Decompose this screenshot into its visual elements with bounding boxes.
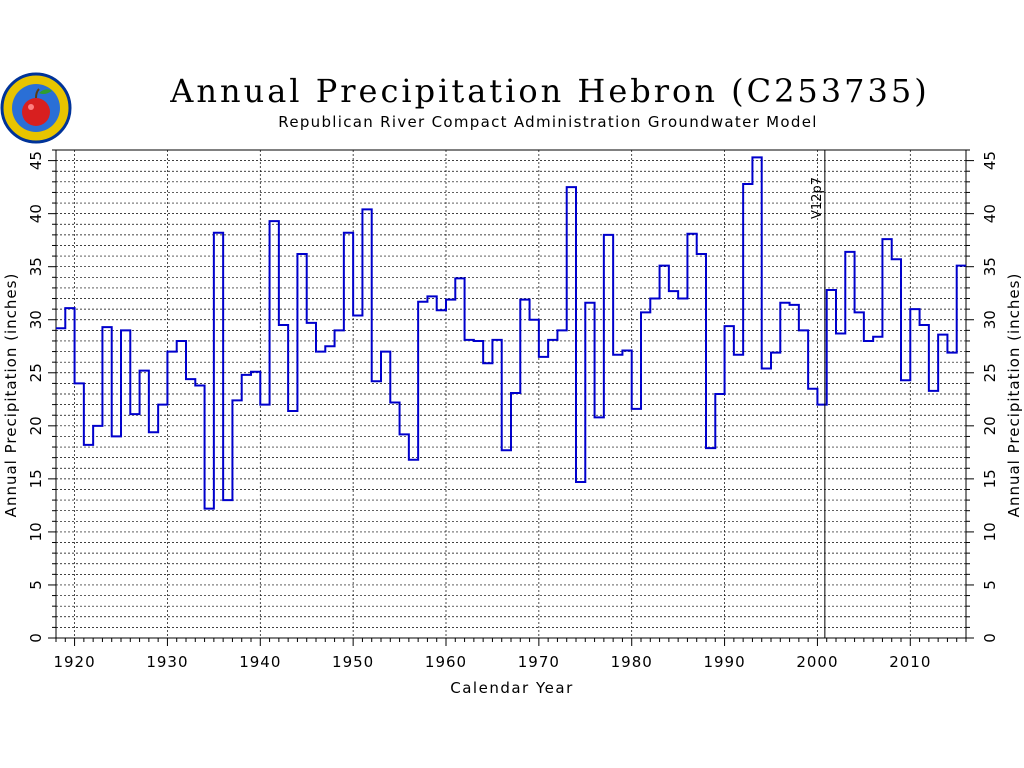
x-tick-label: 1970: [518, 653, 560, 671]
y-tick-label-right: 25: [981, 363, 999, 382]
y-tick-label-left: 45: [27, 151, 45, 170]
y-tick-label-left: 5: [27, 580, 45, 590]
y-tick-label-right: 10: [981, 522, 999, 541]
x-tick-label: 2010: [889, 653, 931, 671]
y-tick-label-left: 25: [27, 363, 45, 382]
y-tick-label-left: 20: [27, 416, 45, 435]
organization-logo: [0, 72, 72, 144]
chart-ticks: 0 0 5 5 10 10 15 15 20 20 25 25 30 30 35 35 40 40 45 45 1920…: [27, 149, 999, 671]
y-tick-label-right: 40: [981, 204, 999, 223]
y-tick-label-right: 45: [981, 151, 999, 170]
chart-annotations: V12p7: [810, 150, 826, 638]
x-tick-label: 2000: [796, 653, 838, 671]
y-tick-label-right: 5: [981, 580, 999, 590]
x-tick-label: 1920: [53, 653, 95, 671]
y-tick-label-right: 0: [981, 633, 999, 643]
y-axis-label-left: Annual Precipitation (inches): [2, 272, 20, 518]
y-tick-label-right: 20: [981, 416, 999, 435]
y-tick-label-right: 35: [981, 257, 999, 276]
annotation-label: V12p7: [810, 177, 825, 219]
chart-series: [56, 156, 966, 510]
y-axis-label-right: Annual Precipitation (inches): [1005, 272, 1023, 518]
y-tick-label-left: 35: [27, 257, 45, 276]
y-tick-label-right: 30: [981, 310, 999, 329]
chart-subtitle: Republican River Compact Administration …: [278, 113, 818, 131]
precipitation-step-line: [56, 156, 966, 510]
x-tick-label: 1960: [425, 653, 467, 671]
y-tick-label-left: 40: [27, 204, 45, 223]
y-tick-label-right: 15: [981, 469, 999, 488]
x-tick-label: 1940: [239, 653, 281, 671]
y-tick-label-left: 15: [27, 469, 45, 488]
chart-title: Annual Precipitation Hebron (C253735): [170, 72, 930, 110]
x-tick-label: 1980: [611, 653, 653, 671]
y-tick-label-left: 0: [27, 633, 45, 643]
y-tick-label-left: 30: [27, 310, 45, 329]
x-tick-label: 1950: [332, 653, 374, 671]
y-tick-label-left: 10: [27, 522, 45, 541]
x-tick-label: 1990: [703, 653, 745, 671]
x-tick-label: 1930: [146, 653, 188, 671]
